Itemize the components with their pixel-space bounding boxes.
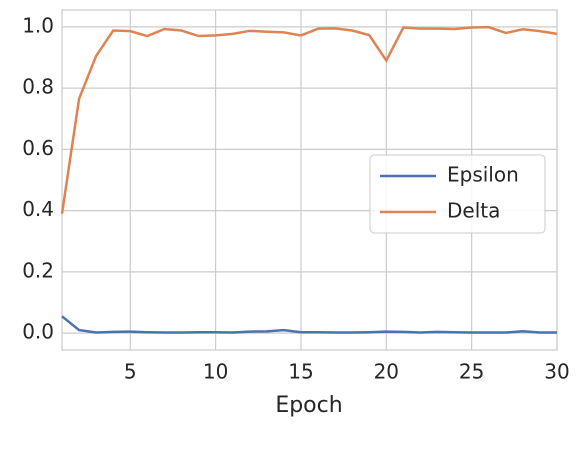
y-tick-label: 0.4	[22, 197, 54, 221]
legend-label: Epsilon	[447, 163, 519, 187]
x-tick-label: 20	[374, 360, 399, 384]
legend-box	[369, 154, 546, 234]
x-axis-label: Epoch	[275, 393, 342, 418]
plot-frame	[61, 9, 558, 351]
y-tick-label: 0.6	[22, 136, 54, 160]
y-tick-label: 0.0	[22, 320, 54, 344]
legend-label: Delta	[447, 199, 500, 223]
y-tick-label: 1.0	[22, 13, 54, 37]
x-tick-label: 15	[288, 360, 313, 384]
x-tick-label: 25	[459, 360, 484, 384]
y-tick-label: 0.2	[22, 258, 54, 282]
x-tick-label: 10	[203, 360, 228, 384]
data-line	[60, 25, 558, 214]
x-tick-label: 30	[544, 360, 569, 384]
data-line	[61, 315, 557, 334]
x-tick-label: 5	[124, 360, 137, 384]
y-tick-label: 0.8	[22, 75, 54, 99]
